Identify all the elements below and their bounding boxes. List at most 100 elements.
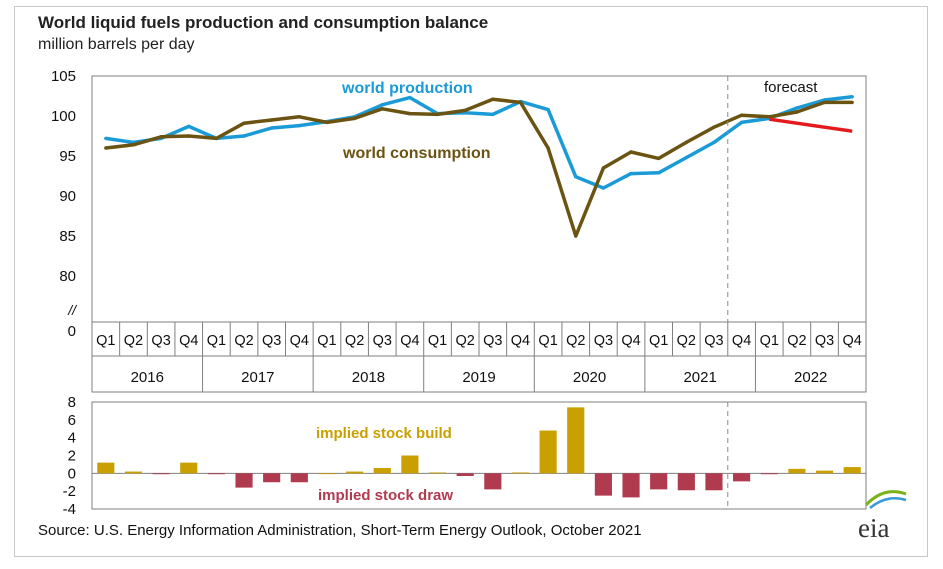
consumption-point bbox=[463, 108, 467, 113]
stock-build-bar bbox=[180, 462, 198, 474]
x-tick-label-quarter: Q1 bbox=[538, 333, 557, 349]
x-tick-label-year: 2017 bbox=[241, 369, 274, 386]
stock-draw-bar bbox=[484, 473, 502, 490]
consumption-point bbox=[795, 110, 799, 114]
consumption-point bbox=[104, 146, 108, 150]
x-tick-label-quarter: Q1 bbox=[428, 333, 447, 349]
production-point bbox=[380, 103, 384, 107]
x-tick-label-year: 2021 bbox=[683, 369, 716, 386]
y-tick-label: 6 bbox=[68, 412, 76, 429]
x-tick-label-year: 2019 bbox=[462, 369, 495, 386]
stock-draw-bar bbox=[760, 473, 778, 475]
consumption-point bbox=[297, 115, 302, 119]
x-axis: Q1 Q2 Q3 Q4 Q1 Q2 Q3 Q4 Q1 Q2 Q3 Q4 Q1 Q2 Q3 Q4 Q1 Q2 Q3 Q4… bbox=[91, 321, 867, 392]
y-tick-label: 80 bbox=[59, 268, 76, 285]
y-tick-label: 0 bbox=[68, 465, 76, 482]
stock-build-label: implied stock build bbox=[316, 425, 452, 442]
consumption-point bbox=[325, 120, 329, 125]
stock-draw-bar bbox=[152, 473, 170, 475]
stock-build-bar bbox=[428, 472, 447, 474]
production-point bbox=[242, 134, 246, 138]
consumption-point bbox=[574, 234, 578, 238]
stock-build-bar bbox=[124, 471, 143, 474]
production-point bbox=[656, 171, 661, 175]
y-tick-label: 105 bbox=[51, 68, 76, 85]
x-tick-label-quarter: Q1 bbox=[96, 333, 115, 349]
consumption-point bbox=[518, 100, 523, 105]
stock-draw-bar bbox=[622, 473, 640, 498]
production-point bbox=[269, 126, 274, 130]
x-tick-label-quarter: Q3 bbox=[815, 333, 834, 349]
consumption-point bbox=[546, 146, 550, 150]
x-tick-label-year: 2022 bbox=[794, 369, 827, 386]
x-tick-label-quarter: Q1 bbox=[317, 333, 336, 349]
consumption-point bbox=[242, 121, 246, 125]
consumption-point bbox=[131, 143, 136, 147]
stock-build-bar bbox=[373, 467, 391, 474]
x-tick-label-year: 2020 bbox=[573, 369, 606, 386]
y-tick-label: -4 bbox=[63, 501, 76, 518]
x-tick-label-quarter: Q2 bbox=[677, 333, 696, 349]
production-point bbox=[297, 123, 302, 128]
consumption-point bbox=[380, 107, 384, 111]
production-point bbox=[104, 136, 108, 141]
y-tick-label: 95 bbox=[59, 148, 76, 165]
stock-build-bar bbox=[788, 468, 806, 474]
x-tick-label-quarter: Q4 bbox=[400, 333, 419, 349]
x-tick-label-quarter: Q4 bbox=[621, 333, 640, 349]
x-tick-label-quarter: Q4 bbox=[179, 333, 198, 349]
source-note: Source: U.S. Energy Information Administ… bbox=[38, 522, 642, 539]
eia-logo: eia bbox=[858, 490, 907, 543]
line-series bbox=[104, 95, 854, 238]
stock-build-bar bbox=[318, 473, 336, 475]
production-series-label: world production bbox=[341, 80, 473, 97]
consumption-point bbox=[435, 112, 440, 117]
x-tick-label-quarter: Q3 bbox=[594, 333, 613, 349]
x-tick-label-quarter: Q4 bbox=[290, 333, 309, 349]
consumption-point bbox=[214, 136, 219, 141]
y-tick-label: 4 bbox=[68, 430, 76, 447]
production-point bbox=[712, 140, 716, 145]
x-tick-label-quarter: Q1 bbox=[760, 333, 779, 349]
production-point bbox=[574, 175, 578, 179]
chart-subtitle: million barrels per day bbox=[38, 36, 195, 53]
x-tick-label-quarter: Q2 bbox=[234, 333, 253, 349]
consumption-point bbox=[684, 140, 689, 145]
production-point bbox=[187, 124, 191, 129]
stock-build-bar bbox=[567, 407, 585, 474]
stock-draw-bar bbox=[290, 473, 308, 483]
stock-change-bars bbox=[97, 407, 861, 498]
y-tick-label: 85 bbox=[59, 228, 76, 245]
x-tick-label-quarter: Q2 bbox=[566, 333, 585, 349]
stock-build-bar bbox=[511, 472, 530, 474]
x-tick-label-quarter: Q3 bbox=[483, 333, 502, 349]
eia-logo-text: eia bbox=[858, 513, 889, 543]
x-tick-label-quarter: Q4 bbox=[843, 333, 862, 349]
production-point bbox=[795, 106, 799, 110]
chart-frame bbox=[14, 6, 928, 557]
consumption-point bbox=[601, 166, 606, 170]
consumption-series-label: world consumption bbox=[342, 145, 491, 162]
stock-build-bar bbox=[843, 467, 861, 474]
y-axis-break-mark: // bbox=[67, 302, 78, 318]
x-tick-label-year: 2018 bbox=[352, 369, 385, 386]
stock-build-bar bbox=[401, 455, 419, 474]
consumption-point bbox=[712, 125, 716, 129]
stock-draw-bar bbox=[263, 473, 281, 483]
production-point bbox=[739, 120, 744, 125]
top-plot-area bbox=[91, 75, 867, 393]
production-point bbox=[629, 171, 633, 176]
x-tick-label-quarter: Q2 bbox=[456, 333, 475, 349]
chart-title: World liquid fuels production and consum… bbox=[38, 13, 489, 32]
consumption-point bbox=[822, 100, 827, 105]
stock-draw-bar bbox=[650, 473, 668, 490]
consumption-point bbox=[269, 118, 274, 122]
x-tick-label-quarter: Q3 bbox=[262, 333, 281, 349]
x-tick-label-quarter: Q3 bbox=[704, 333, 723, 349]
y-tick-label: 2 bbox=[68, 448, 76, 465]
production-point bbox=[684, 155, 689, 160]
x-tick-label-quarter: Q2 bbox=[345, 333, 364, 349]
stock-draw-bar bbox=[677, 473, 695, 491]
y-tick-label: 90 bbox=[59, 188, 76, 205]
